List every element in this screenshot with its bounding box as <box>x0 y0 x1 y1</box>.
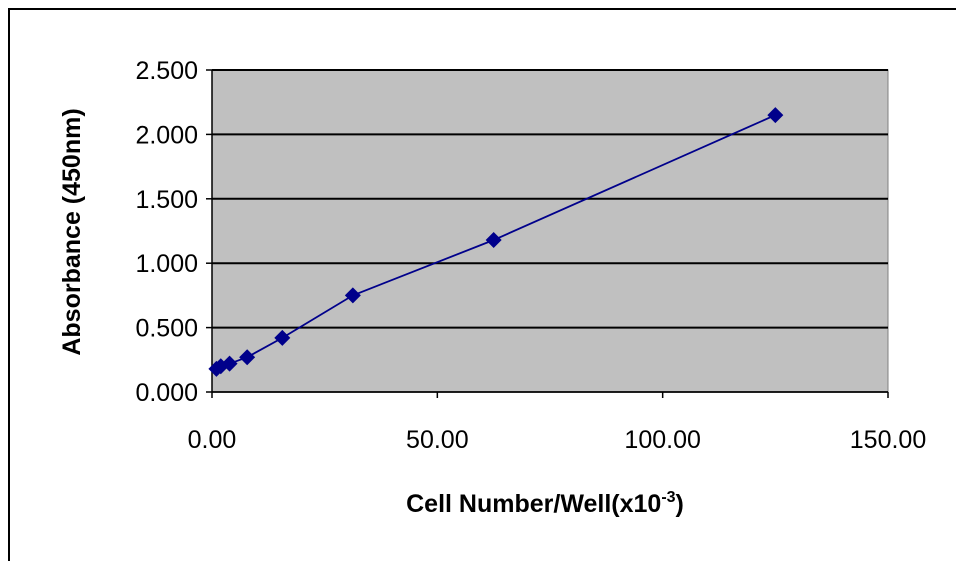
y-tick-label: 0.500 <box>135 315 198 343</box>
y-tick-label: 1.000 <box>135 250 198 278</box>
data-points <box>208 107 784 377</box>
y-tick-label: 2.000 <box>135 121 198 149</box>
x-axis-title-end: ) <box>676 490 684 518</box>
x-axis-title-main: Cell Number/Well(x10 <box>406 490 661 518</box>
x-tick-label: 150.00 <box>850 426 926 454</box>
y-tick-label: 1.500 <box>135 186 198 214</box>
plot-area <box>211 69 889 393</box>
data-point <box>221 355 238 372</box>
x-axis-title: Cell Number/Well(x10-3) <box>406 489 684 518</box>
x-axis-ticks: 0.00 50.00 100.00 150.00 <box>188 392 926 454</box>
y-tick-label: 0.000 <box>135 379 198 407</box>
x-axis-title-sup: -3 <box>661 489 675 506</box>
y-axis-ticks: 0.000 0.500 1.000 1.500 2.000 2.500 <box>135 57 212 407</box>
data-point <box>344 287 361 304</box>
data-point <box>239 349 256 366</box>
y-tick-label: 2.500 <box>135 57 198 85</box>
gridlines <box>211 69 888 393</box>
data-point <box>767 107 784 124</box>
x-tick-label: 0.00 <box>188 426 237 454</box>
x-tick-label: 50.00 <box>406 426 469 454</box>
data-point <box>274 329 291 346</box>
chart-frame <box>8 8 956 561</box>
y-axis-title: Absorbance (450nm) <box>58 108 86 355</box>
data-point <box>485 232 502 249</box>
x-tick-label: 100.00 <box>624 426 700 454</box>
